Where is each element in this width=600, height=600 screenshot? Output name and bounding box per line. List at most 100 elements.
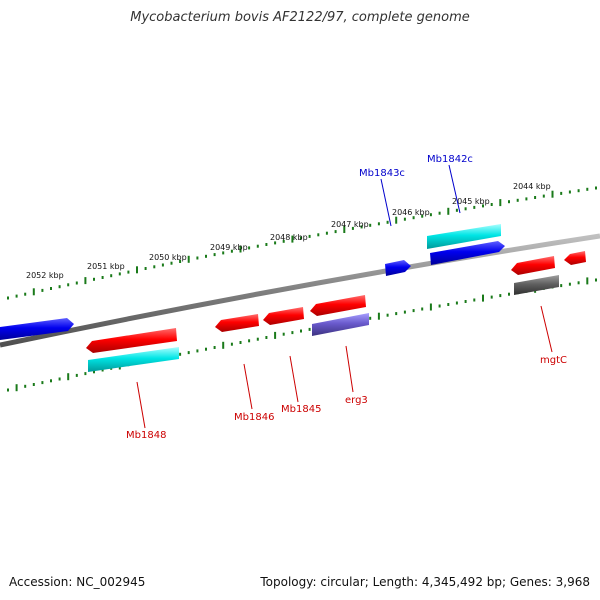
tick-label: 2045 kbp	[452, 197, 490, 206]
inner-minor-tick	[187, 351, 190, 355]
outer-minor-tick	[118, 272, 121, 276]
outer-minor-tick	[508, 200, 510, 204]
outer-major-tick	[32, 288, 35, 296]
inner-minor-tick	[568, 282, 571, 286]
outer-minor-tick	[179, 260, 182, 263]
gene-label-mgtc: mgtC	[540, 355, 567, 366]
inner-major-tick	[377, 312, 380, 320]
outer-minor-tick	[282, 239, 285, 243]
gene-mb1848-cyan[interactable]	[88, 347, 179, 372]
gene-arrow-erg3[interactable]	[310, 295, 366, 316]
gene-label-mb1845: Mb1845	[281, 404, 321, 415]
outer-minor-tick	[317, 233, 320, 237]
outer-minor-tick	[360, 225, 363, 229]
inner-major-tick	[67, 373, 70, 381]
tick-labels: 2052 kbp 2051 kbp 2050 kbp 2049 kbp 2048 kbp…	[26, 182, 551, 280]
outer-minor-tick	[534, 196, 537, 199]
outer-minor-tick	[41, 288, 44, 292]
gene-mgtc-gray[interactable]	[514, 275, 559, 295]
outer-major-tick	[136, 266, 138, 274]
inner-tick-ring	[7, 277, 597, 392]
inner-minor-tick	[508, 292, 510, 296]
inner-minor-tick	[291, 331, 294, 335]
outer-minor-tick	[586, 187, 589, 191]
outer-minor-tick	[560, 191, 563, 195]
outer-minor-tick	[377, 222, 380, 226]
outer-minor-tick	[222, 251, 225, 255]
gene-arrow-mb1846[interactable]	[215, 314, 259, 332]
outer-minor-tick	[161, 263, 164, 267]
gene-mb1842c-cyan[interactable]	[427, 224, 501, 249]
inner-minor-tick	[282, 332, 285, 336]
outer-major-tick	[291, 235, 294, 243]
inner-major-tick	[482, 294, 484, 302]
inner-minor-tick	[473, 298, 476, 302]
outer-minor-tick	[351, 226, 354, 230]
outer-major-tick	[84, 277, 87, 285]
inner-minor-tick	[32, 383, 35, 386]
inner-minor-tick	[230, 342, 233, 346]
inner-minor-tick	[386, 313, 389, 317]
inner-minor-tick	[421, 307, 424, 311]
inner-major-tick	[429, 303, 432, 311]
outer-minor-tick	[75, 281, 78, 285]
outer-minor-tick	[67, 283, 70, 287]
outer-minor-tick	[230, 249, 233, 253]
outer-major-tick	[499, 199, 502, 207]
gene-label-mb1848: Mb1848	[126, 430, 166, 441]
inner-minor-tick	[24, 384, 27, 388]
outer-minor-tick	[153, 265, 156, 269]
outer-minor-tick	[473, 205, 476, 209]
gene-arrow-mb1842c[interactable]	[430, 241, 505, 265]
outer-minor-tick	[274, 241, 277, 245]
outer-tick-ring	[7, 186, 597, 300]
outer-minor-tick	[248, 246, 251, 250]
outer-minor-tick	[93, 277, 95, 281]
gene-arrow-blue-left[interactable]	[0, 318, 74, 340]
gene-arrow-mb1843c[interactable]	[385, 260, 411, 276]
leader-mb1848	[136, 381, 146, 429]
gene-erg3-purple[interactable]	[312, 313, 369, 336]
inner-minor-tick	[595, 278, 597, 282]
inner-minor-tick	[464, 300, 467, 303]
inner-major-tick	[222, 341, 225, 349]
outer-minor-tick	[525, 197, 528, 201]
gene-label-erg3: erg3	[345, 395, 368, 406]
leader-mb1845	[289, 355, 299, 403]
outer-minor-tick	[213, 253, 216, 257]
inner-minor-tick	[101, 368, 104, 372]
leader-mgtc	[540, 305, 553, 353]
outer-minor-tick	[369, 223, 372, 227]
outer-minor-tick	[421, 214, 424, 218]
outer-major-tick	[447, 207, 450, 215]
gene-arrow-red-right[interactable]	[564, 251, 586, 265]
outer-minor-tick	[386, 220, 389, 224]
inner-minor-tick	[560, 284, 563, 288]
tick-label: 2051 kbp	[87, 262, 125, 271]
inner-minor-tick	[403, 310, 406, 314]
tick-label: 2047 kbp	[331, 220, 369, 229]
genome-summary-text: Topology: circular; Length: 4,345,492 bp…	[260, 575, 590, 589]
outer-minor-tick	[256, 244, 259, 248]
tick-label: 2049 kbp	[210, 243, 248, 252]
outer-minor-tick	[490, 203, 493, 206]
gene-arrow-mb1845[interactable]	[263, 307, 304, 325]
outer-minor-tick	[455, 208, 458, 212]
inner-minor-tick	[7, 388, 9, 392]
inner-minor-tick	[205, 347, 207, 351]
outer-minor-tick	[595, 186, 597, 190]
inner-major-tick	[274, 331, 277, 339]
inner-minor-tick	[447, 303, 450, 306]
outer-minor-tick	[110, 274, 113, 278]
accession-text: Accession: NC_002945	[9, 575, 146, 589]
outer-minor-tick	[464, 207, 467, 211]
gene-arrow-mb1848[interactable]	[86, 328, 177, 353]
inner-minor-tick	[248, 339, 251, 343]
outer-minor-tick	[403, 217, 406, 221]
gene-arrow-mgtc[interactable]	[511, 256, 555, 275]
outer-minor-tick	[196, 256, 199, 260]
tick-label: 2052 kbp	[26, 271, 64, 280]
inner-minor-tick	[499, 294, 502, 298]
